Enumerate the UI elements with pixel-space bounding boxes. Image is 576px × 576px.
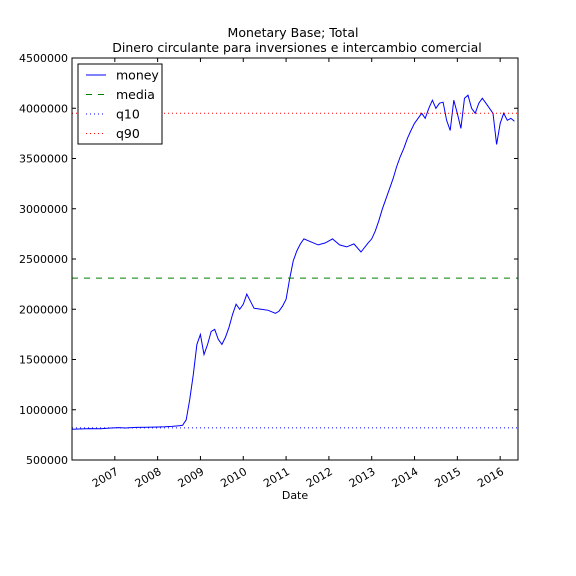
x-tick-label: 2014 <box>390 465 421 490</box>
chart-title: Monetary Base; Total <box>228 25 359 40</box>
y-tick-label: 2500000 <box>19 253 68 266</box>
legend: money media q10 q90 <box>77 63 163 145</box>
x-tick-label: 2008 <box>133 465 164 490</box>
x-axis-label: Date <box>282 489 309 502</box>
x-tick-label: 2013 <box>347 465 378 490</box>
x-tick-label: 2011 <box>261 465 292 490</box>
legend-label-money: money <box>116 68 159 83</box>
legend-box <box>77 63 163 145</box>
y-tick-label: 3000000 <box>19 203 68 216</box>
x-tick-label: 2012 <box>304 465 335 490</box>
x-tick-label: 2016 <box>475 465 506 490</box>
x-tick-label: 2009 <box>176 465 207 490</box>
legend-label-q10: q10 <box>116 107 140 122</box>
chart-subtitle: Dinero circulante para inversiones e int… <box>112 40 482 55</box>
x-tick-label: 2007 <box>90 465 121 490</box>
y-tick-label: 3500000 <box>19 153 68 166</box>
legend-label-media: media <box>116 87 155 102</box>
y-tick-label: 1500000 <box>19 354 68 367</box>
x-tick-label: 2015 <box>432 465 463 490</box>
y-tick-label: 1000000 <box>19 404 68 417</box>
y-tick-label: 4000000 <box>19 102 68 115</box>
legend-label-q90: q90 <box>116 126 140 141</box>
y-tick-label: 2000000 <box>19 303 68 316</box>
y-tick-label: 500000 <box>26 454 68 467</box>
x-tick-label: 2010 <box>218 465 249 490</box>
series-layer <box>71 94 518 430</box>
y-tick-label: 4500000 <box>19 52 68 65</box>
series-line-money <box>71 94 515 430</box>
